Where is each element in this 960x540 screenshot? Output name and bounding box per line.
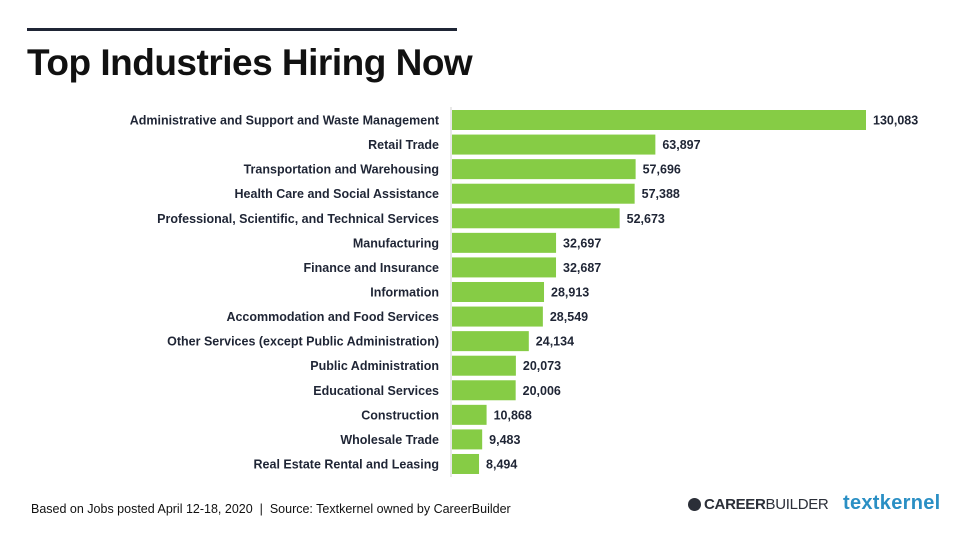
source-footnote: Based on Jobs posted April 12-18, 2020 |… xyxy=(31,502,511,516)
bar xyxy=(452,183,635,204)
value-label: 28,549 xyxy=(550,310,588,324)
title-rule xyxy=(27,28,457,31)
value-label: 8,494 xyxy=(486,457,517,471)
category-label: Wholesale Trade xyxy=(340,433,439,447)
bar xyxy=(452,331,529,352)
category-label: Health Care and Social Assistance xyxy=(235,187,440,201)
bar xyxy=(452,134,656,155)
logo-text-light: BUILDER xyxy=(765,496,829,513)
value-label: 32,687 xyxy=(563,261,601,275)
bar xyxy=(452,355,516,376)
value-label: 10,868 xyxy=(494,408,532,422)
value-label: 28,913 xyxy=(551,285,589,299)
value-label: 32,697 xyxy=(563,236,601,250)
careerbuilder-icon xyxy=(688,498,701,511)
category-label: Accommodation and Food Services xyxy=(226,310,439,324)
category-label: Professional, Scientific, and Technical … xyxy=(157,212,439,226)
category-label: Administrative and Support and Waste Man… xyxy=(130,114,440,128)
category-label: Finance and Insurance xyxy=(304,261,440,275)
category-label: Other Services (except Public Administra… xyxy=(167,335,439,349)
category-label: Transportation and Warehousing xyxy=(244,163,439,177)
category-label: Construction xyxy=(361,408,439,422)
category-label: Manufacturing xyxy=(353,236,439,250)
category-label: Real Estate Rental and Leasing xyxy=(254,457,439,471)
bar xyxy=(452,110,866,130)
bar xyxy=(452,306,543,327)
value-label: 130,083 xyxy=(873,114,918,128)
value-label: 52,673 xyxy=(627,212,665,226)
bar xyxy=(452,257,557,278)
category-label: Information xyxy=(370,285,439,299)
value-label: 20,006 xyxy=(523,384,561,398)
bar xyxy=(452,404,487,425)
value-label: 63,897 xyxy=(662,138,700,152)
bar xyxy=(452,453,480,474)
bar xyxy=(452,380,516,401)
textkernel-logo: textkernel xyxy=(843,492,941,514)
bar xyxy=(452,208,620,229)
careerbuilder-logo: CAREERBUILDER xyxy=(688,496,829,513)
bar xyxy=(452,159,636,180)
value-label: 9,483 xyxy=(489,433,520,447)
value-label: 57,388 xyxy=(642,187,680,201)
bar xyxy=(452,232,557,253)
category-label: Retail Trade xyxy=(368,138,439,152)
category-label: Educational Services xyxy=(313,384,439,398)
category-label: Public Administration xyxy=(310,359,439,373)
value-label: 57,696 xyxy=(643,163,681,177)
value-label: 24,134 xyxy=(536,335,574,349)
bar xyxy=(452,281,545,302)
bar xyxy=(452,429,483,450)
logo-text-bold: CAREER xyxy=(704,496,766,513)
page-title: Top Industries Hiring Now xyxy=(27,42,473,83)
value-label: 20,073 xyxy=(523,359,561,373)
